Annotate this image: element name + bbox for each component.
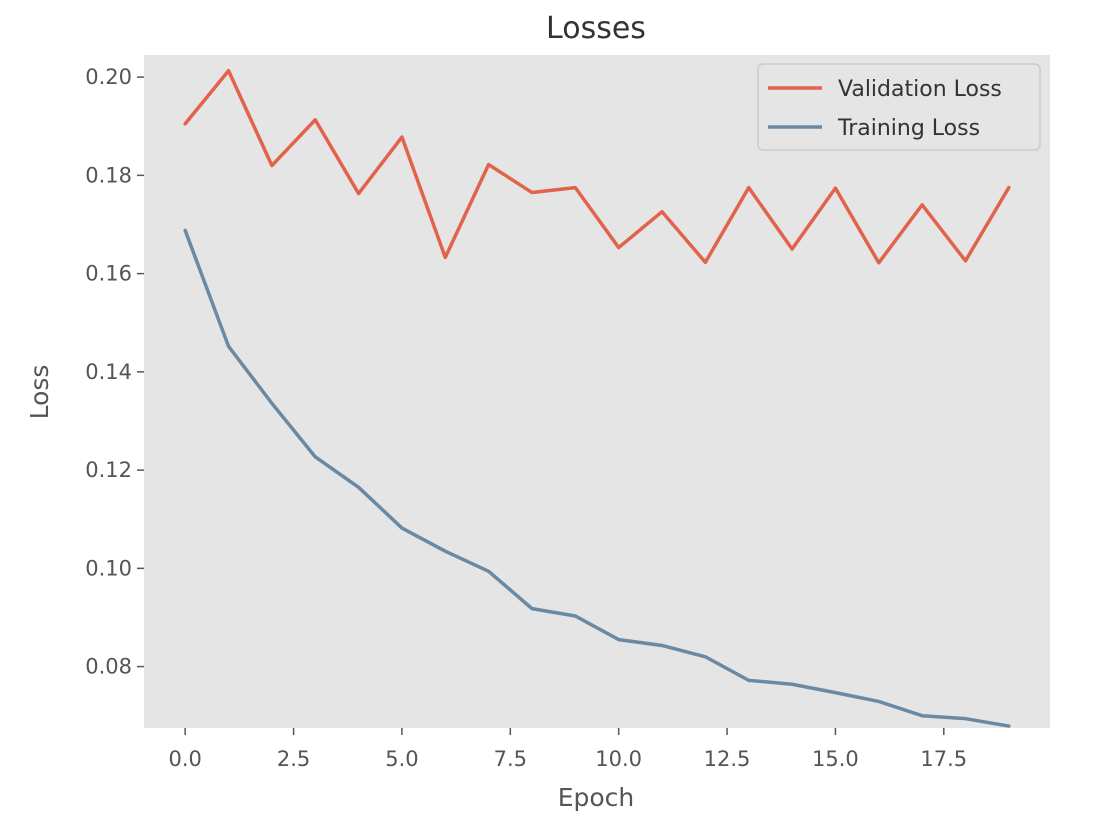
legend-label-validation-loss: Validation Loss [838, 77, 1002, 102]
legend: Validation Loss Training Loss [757, 63, 1041, 151]
y-tick-label: 0.20 [85, 65, 132, 89]
legend-box [757, 63, 1041, 151]
y-tick-label: 0.10 [85, 556, 132, 580]
y-tick-label: 0.16 [85, 262, 132, 286]
y-tick-label: 0.14 [85, 360, 132, 384]
y-axis: 0.08 0.10 0.12 0.14 0.16 0.18 0.20 [85, 65, 144, 679]
y-tick-label: 0.12 [85, 458, 132, 482]
x-tick-label: 0.0 [168, 747, 201, 771]
x-tick-label: 17.5 [920, 747, 967, 771]
series-line-validation-loss [183, 68, 1011, 265]
y-tick-label: 0.08 [85, 655, 132, 679]
series-layer [183, 68, 1011, 728]
y-axis-title: Loss [25, 365, 54, 420]
x-tick-label: 12.5 [704, 747, 751, 771]
x-tick-label: 15.0 [812, 747, 859, 771]
x-tick-label: 7.5 [494, 747, 527, 771]
chart-title: Losses [546, 11, 646, 46]
x-tick-label: 10.0 [595, 747, 642, 771]
series-line-training-loss [183, 228, 1011, 728]
plot-area [144, 55, 1050, 728]
x-axis: 0.0 2.5 5.0 7.5 10.0 12.5 15.0 17.5 [168, 728, 967, 771]
x-tick-label: 5.0 [385, 747, 418, 771]
y-tick-label: 0.18 [85, 163, 132, 187]
x-tick-label: 2.5 [277, 747, 310, 771]
x-axis-title: Epoch [558, 783, 635, 812]
legend-label-training-loss: Training Loss [837, 116, 980, 141]
